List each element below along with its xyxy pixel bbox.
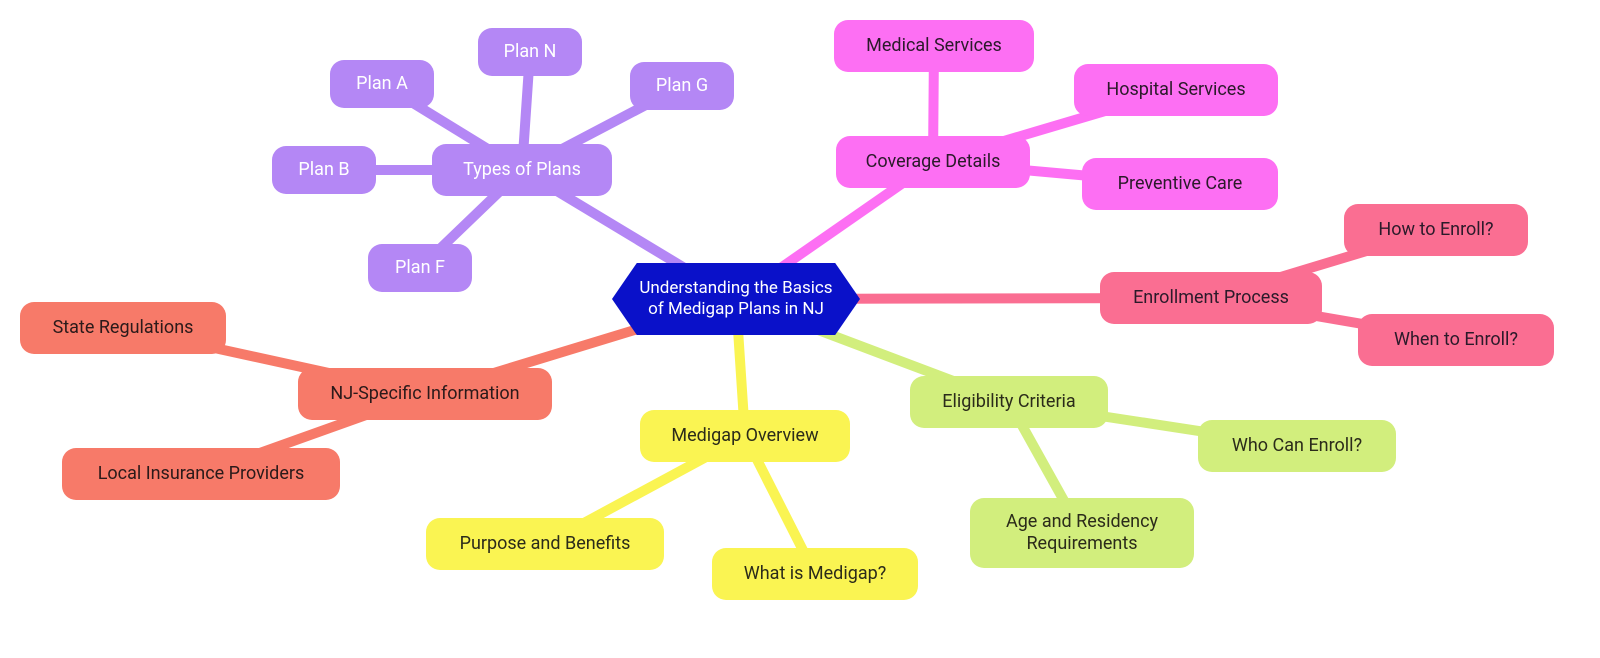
branch-hub-enrollment-process[interactable]: Enrollment Process [1100, 272, 1322, 324]
branch-hub-nj-specific-info[interactable]: NJ-Specific Information [298, 368, 552, 420]
leaf-preventive-care[interactable]: Preventive Care [1082, 158, 1278, 210]
branch-hub-medigap-overview[interactable]: Medigap Overview [640, 410, 850, 462]
leaf-hospital-services[interactable]: Hospital Services [1074, 64, 1278, 116]
leaf-age-residency[interactable]: Age and Residency Requirements [970, 498, 1194, 568]
leaf-local-providers[interactable]: Local Insurance Providers [62, 448, 340, 500]
leaf-when-to-enroll[interactable]: When to Enroll? [1358, 314, 1554, 366]
leaf-plan-g[interactable]: Plan G [630, 62, 734, 110]
central-node[interactable]: Understanding the Basics of Medigap Plan… [612, 263, 860, 335]
leaf-who-can-enroll[interactable]: Who Can Enroll? [1198, 420, 1396, 472]
leaf-medical-services[interactable]: Medical Services [834, 20, 1034, 72]
leaf-plan-b[interactable]: Plan B [272, 146, 376, 194]
leaf-how-to-enroll[interactable]: How to Enroll? [1344, 204, 1528, 256]
branch-hub-types-of-plans[interactable]: Types of Plans [432, 144, 612, 196]
leaf-purpose-benefits[interactable]: Purpose and Benefits [426, 518, 664, 570]
leaf-what-is-medigap[interactable]: What is Medigap? [712, 548, 918, 600]
branch-hub-coverage-details[interactable]: Coverage Details [836, 136, 1030, 188]
mindmap-canvas: Understanding the Basics of Medigap Plan… [0, 0, 1600, 658]
leaf-plan-n[interactable]: Plan N [478, 28, 582, 76]
branch-hub-eligibility-criteria[interactable]: Eligibility Criteria [910, 376, 1108, 428]
leaf-plan-f[interactable]: Plan F [368, 244, 472, 292]
leaf-plan-a[interactable]: Plan A [330, 60, 434, 108]
leaf-state-regulations[interactable]: State Regulations [20, 302, 226, 354]
